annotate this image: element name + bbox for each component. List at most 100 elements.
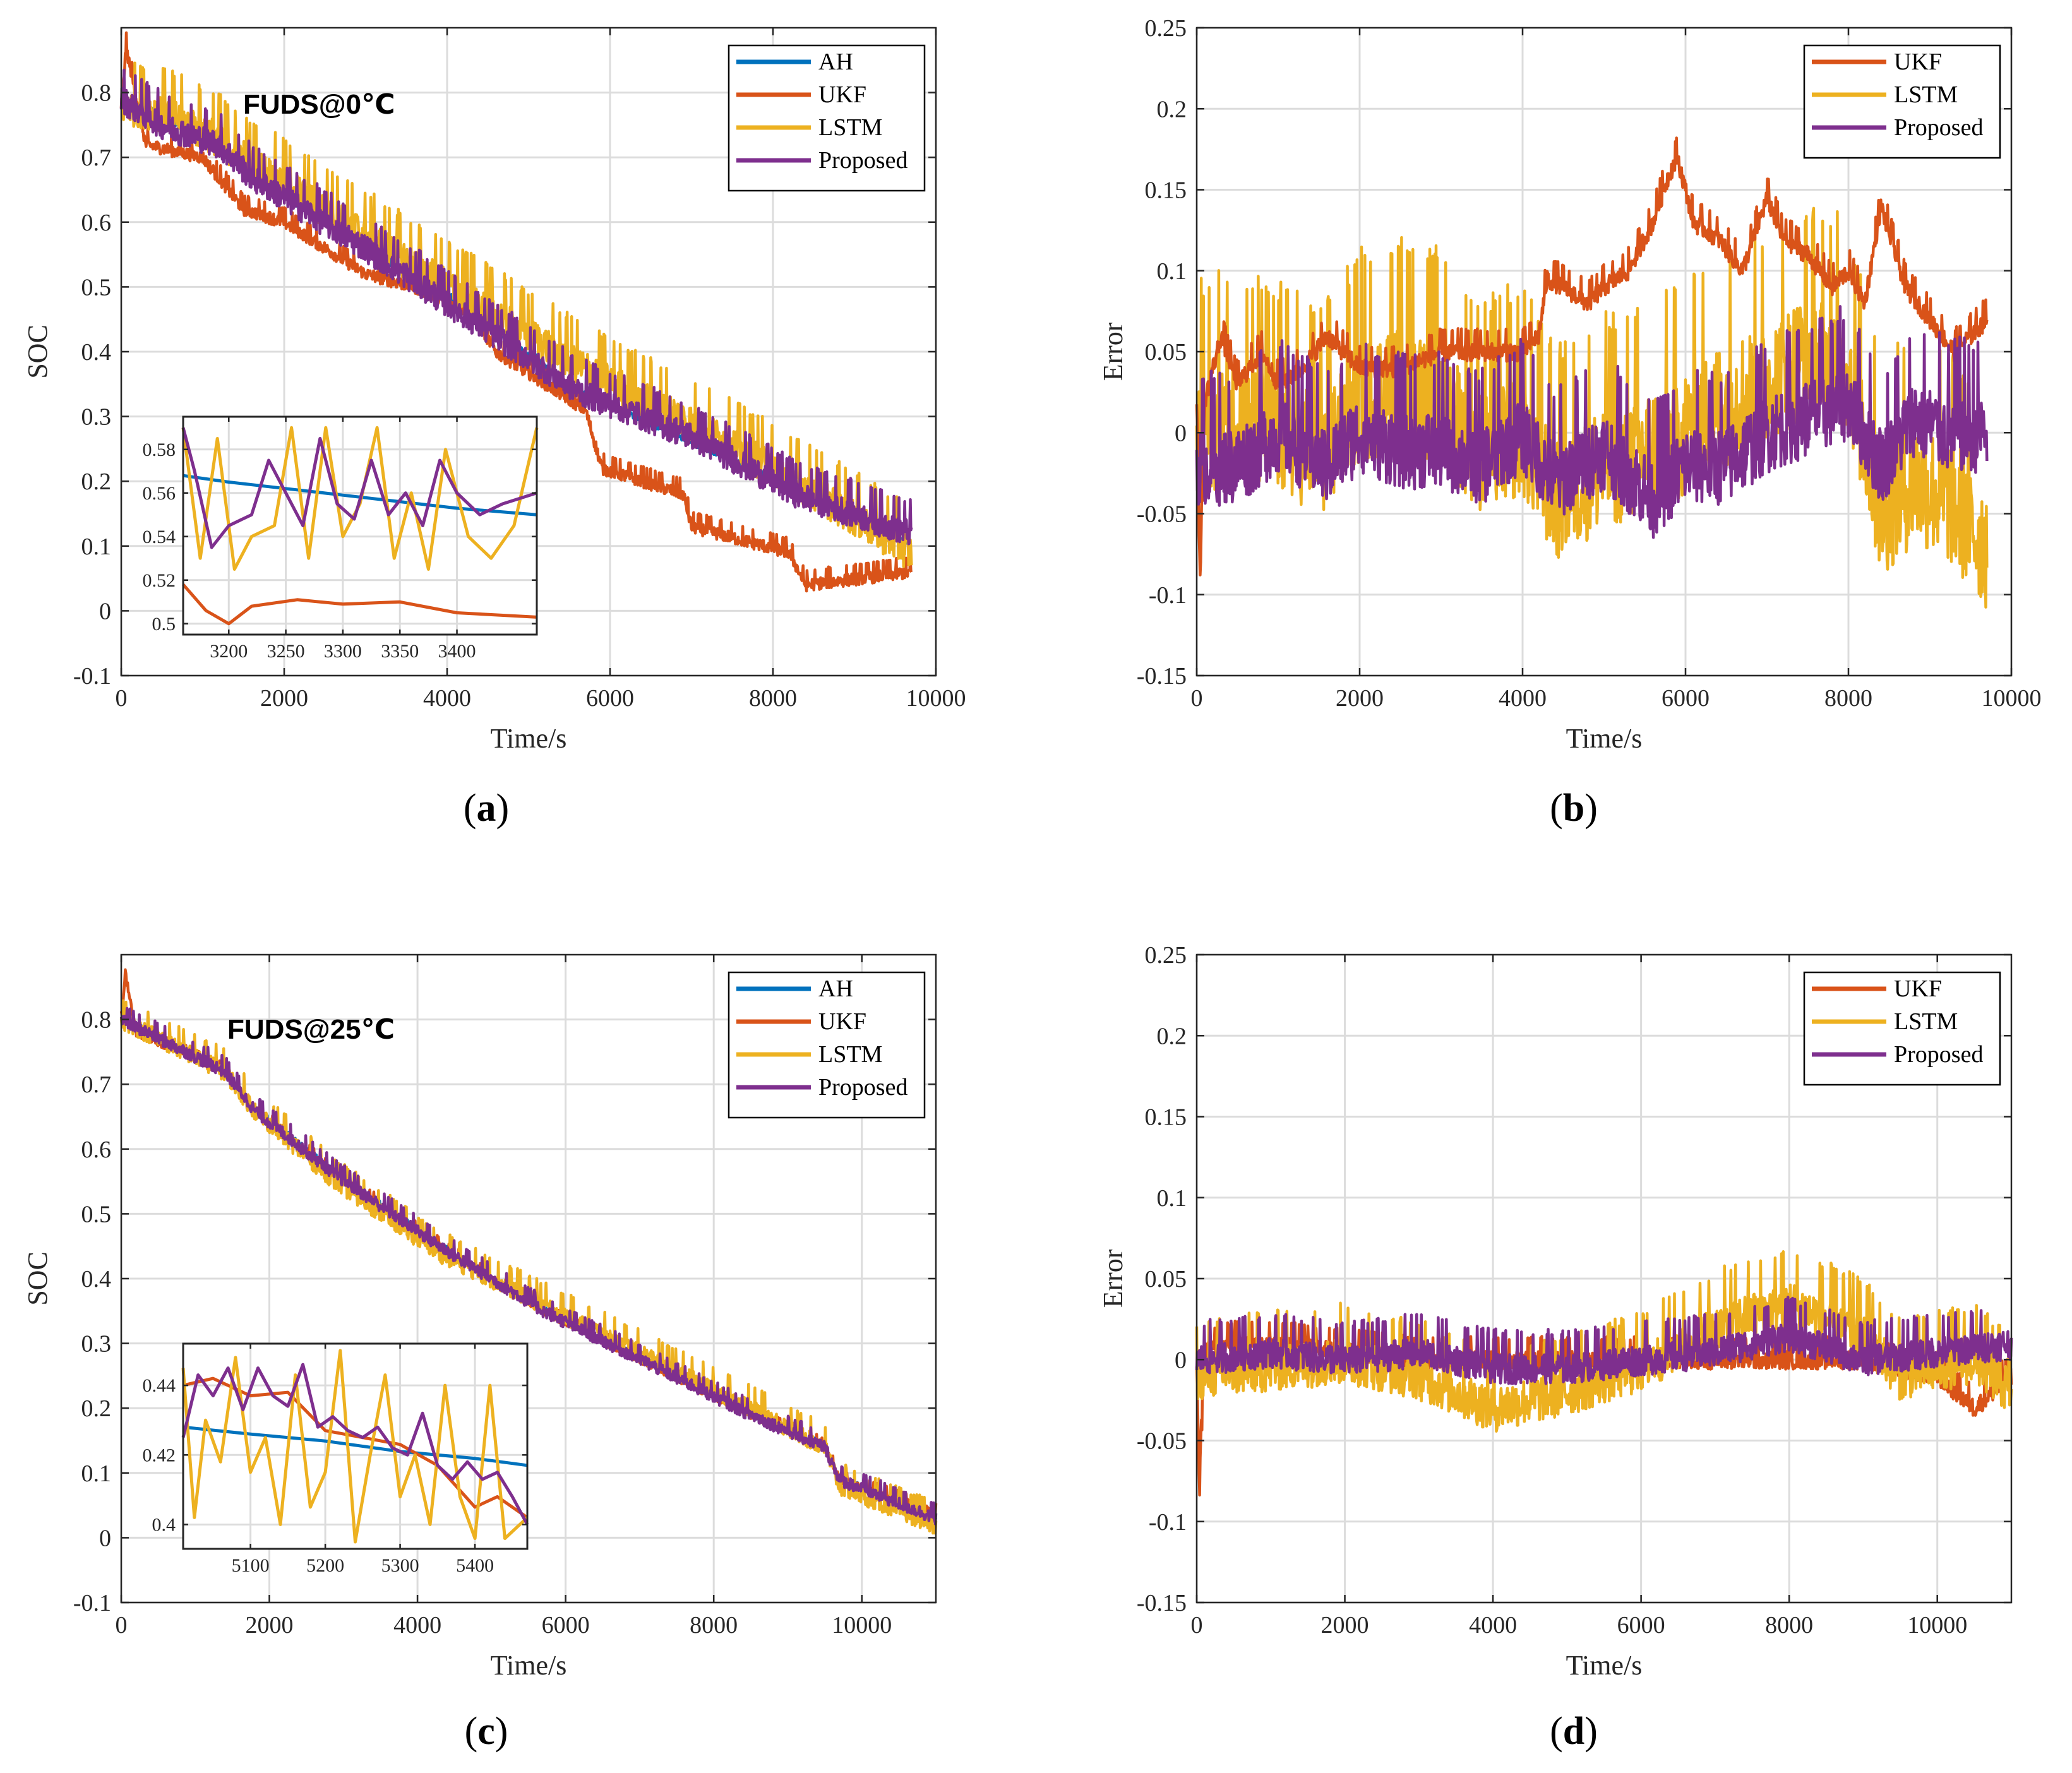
- y-tick-label: 0: [99, 598, 111, 624]
- inset-plot-area: [183, 417, 537, 635]
- panel-label: (c): [465, 1710, 508, 1753]
- x-tick-label: 5100: [232, 1555, 270, 1576]
- y-tick-label: 0.4: [81, 1266, 112, 1292]
- legend-box: [1803, 44, 2001, 159]
- chart-panel-b: 0 2000 4000 6000 8000 10000 -0.15 -0.1 -0.05 0 0.0…: [1098, 15, 2042, 830]
- legend: UKF LSTM Proposed: [1803, 971, 2001, 1086]
- legend: AH UKF LSTM Proposed: [728, 44, 926, 192]
- x-tick-label: 8000: [749, 685, 797, 712]
- inset-series-line-proposed: [181, 427, 537, 549]
- x-axis-label: Time/s: [1566, 1650, 1643, 1681]
- y-tick-label: 0.3: [81, 404, 112, 431]
- legend-label-ukf: UKF: [818, 81, 866, 108]
- legend-label-proposed: Proposed: [1894, 1041, 1983, 1068]
- y-tick-label: 0.58: [143, 439, 176, 460]
- y-tick-label: -0.15: [1137, 1590, 1187, 1616]
- x-tick-label: 2000: [246, 1612, 294, 1639]
- y-tick-label: 0.56: [143, 483, 176, 504]
- y-tick-label: 0.05: [1145, 1266, 1187, 1292]
- x-tick-label: 0: [116, 685, 128, 712]
- y-tick-label: 0.2: [1157, 1023, 1187, 1049]
- y-tick-label: 0.4: [152, 1514, 176, 1535]
- x-tick-label: 3350: [381, 641, 419, 662]
- x-tick-label: 8000: [1765, 1612, 1813, 1639]
- inset-series-line-lstm: [181, 1349, 529, 1544]
- y-tick-label: -0.1: [1149, 1509, 1187, 1536]
- x-tick-label: 3400: [438, 641, 476, 662]
- y-tick-label: 0: [99, 1525, 111, 1551]
- y-tick-label: 0.1: [81, 1460, 112, 1487]
- y-tick-label: 0.52: [143, 570, 176, 591]
- legend-label-lstm: LSTM: [818, 114, 882, 141]
- series-line-lstm: [1195, 206, 1989, 609]
- x-axis-label: Time/s: [1566, 723, 1643, 754]
- x-tick-label: 5400: [456, 1555, 494, 1576]
- series-line-proposed: [1195, 1296, 2013, 1385]
- y-axis-label: Error: [1098, 322, 1129, 381]
- x-tick-label: 0: [1191, 1612, 1203, 1639]
- condition-annotation: FUDS@0℃: [243, 89, 395, 120]
- legend-box: [1803, 971, 2001, 1086]
- y-tick-label: 0.4: [81, 339, 112, 366]
- legend-label-proposed: Proposed: [818, 1074, 907, 1101]
- y-tick-label: 0.15: [1145, 177, 1187, 204]
- x-tick-label: 10000: [1907, 1612, 1967, 1639]
- x-tick-label: 3250: [267, 641, 305, 662]
- inset-frame: [182, 1342, 529, 1550]
- y-tick-label: 0.5: [81, 1201, 112, 1227]
- y-tick-label: 0.2: [1157, 96, 1187, 122]
- series-line-proposed: [1195, 305, 1989, 539]
- series-line-proposed: [119, 1006, 938, 1525]
- y-tick-label: 0.54: [143, 527, 176, 547]
- y-tick-label: -0.1: [73, 1590, 111, 1616]
- legend-box: [728, 971, 926, 1119]
- y-tick-label: 0.5: [81, 274, 112, 301]
- panel-label: (d): [1550, 1710, 1598, 1753]
- inset-zoom: 5100 5200 5300 5400 0.4 0.42 0.44: [143, 1342, 529, 1576]
- y-tick-label: 0.1: [1157, 258, 1187, 285]
- x-tick-label: 0: [1191, 685, 1203, 712]
- legend-label-ah: AH: [818, 49, 853, 75]
- legend-label-lstm: LSTM: [1894, 81, 1958, 108]
- chart-panel-a: 0 2000 4000 6000 8000 10000-0.100.10.20.30.40…: [22, 27, 966, 830]
- x-tick-label: 10000: [906, 685, 966, 712]
- inset-series-line-lstm: [181, 426, 539, 571]
- y-tick-label: 0.1: [1157, 1185, 1187, 1212]
- y-tick-label: 0.7: [81, 145, 112, 171]
- x-tick-label: 0: [116, 1612, 128, 1639]
- inset-series-line-ukf: [182, 583, 537, 626]
- y-tick-label: 0.8: [81, 1007, 112, 1034]
- y-tick-label: 0.8: [81, 80, 112, 107]
- y-axis-label: Error: [1098, 1249, 1129, 1308]
- x-tick-label: 3200: [210, 641, 248, 662]
- y-tick-label: -0.1: [1149, 582, 1187, 609]
- x-tick-label: 6000: [586, 685, 634, 712]
- inset-series-line-ah: [183, 474, 537, 516]
- y-tick-label: 0.7: [81, 1072, 112, 1098]
- chart-panel-c: 0 2000 4000 6000 8000 10000-0.100.10.20.30.40…: [22, 953, 938, 1753]
- series-line-ukf: [1195, 136, 1989, 576]
- inset-zoom: 3200 3250 3300 3350 3400 0.5 0.52 0.54 0.56 0.58: [143, 415, 539, 662]
- x-tick-label: 8000: [690, 1612, 738, 1639]
- x-tick-label: 2000: [1336, 685, 1384, 712]
- condition-annotation: FUDS@25℃: [227, 1014, 395, 1045]
- x-tick-label: 4000: [423, 685, 471, 712]
- panel-label: (b): [1550, 787, 1598, 830]
- panel-label: (a): [464, 787, 509, 830]
- y-axis-label: SOC: [22, 1251, 53, 1306]
- x-tick-label: 4000: [1499, 685, 1547, 712]
- inset-frame: [182, 415, 538, 636]
- legend: AH UKF LSTM Proposed: [728, 971, 926, 1119]
- x-tick-label: 6000: [1662, 685, 1710, 712]
- x-tick-label: 8000: [1824, 685, 1872, 712]
- legend-box: [728, 44, 926, 192]
- x-tick-label: 3300: [324, 641, 362, 662]
- series-line-proposed: [119, 68, 913, 546]
- legend-label-ukf: UKF: [1894, 49, 1942, 75]
- x-axis-label: Time/s: [491, 723, 567, 754]
- x-tick-label: 4000: [393, 1612, 441, 1639]
- x-tick-label: 4000: [1469, 1612, 1517, 1639]
- y-tick-label: 0.1: [81, 534, 112, 560]
